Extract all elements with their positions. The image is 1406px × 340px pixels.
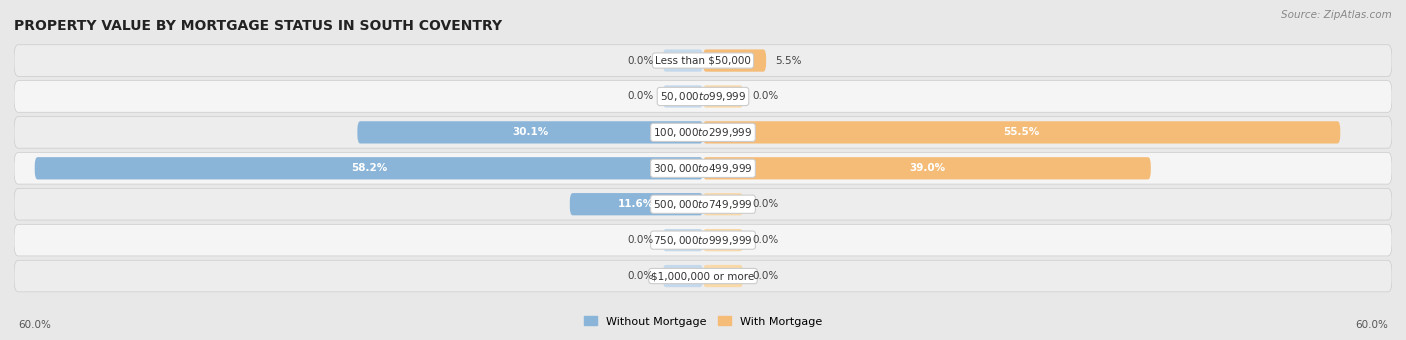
Text: 0.0%: 0.0% — [627, 55, 654, 66]
FancyBboxPatch shape — [703, 193, 744, 215]
FancyBboxPatch shape — [662, 49, 703, 72]
FancyBboxPatch shape — [662, 265, 703, 287]
Text: Less than $50,000: Less than $50,000 — [655, 55, 751, 66]
Text: $50,000 to $99,999: $50,000 to $99,999 — [659, 90, 747, 103]
FancyBboxPatch shape — [703, 229, 744, 251]
Text: 39.0%: 39.0% — [908, 163, 945, 173]
Text: PROPERTY VALUE BY MORTGAGE STATUS IN SOUTH COVENTRY: PROPERTY VALUE BY MORTGAGE STATUS IN SOU… — [14, 19, 502, 33]
Text: $750,000 to $999,999: $750,000 to $999,999 — [654, 234, 752, 246]
Text: 0.0%: 0.0% — [627, 235, 654, 245]
FancyBboxPatch shape — [662, 85, 703, 107]
FancyBboxPatch shape — [703, 85, 744, 107]
Text: 0.0%: 0.0% — [627, 91, 654, 101]
FancyBboxPatch shape — [14, 260, 1392, 292]
FancyBboxPatch shape — [14, 117, 1392, 148]
Text: 0.0%: 0.0% — [752, 271, 779, 281]
Text: 0.0%: 0.0% — [752, 199, 779, 209]
Text: 0.0%: 0.0% — [752, 235, 779, 245]
FancyBboxPatch shape — [14, 188, 1392, 220]
Text: 60.0%: 60.0% — [18, 320, 51, 330]
Text: 0.0%: 0.0% — [752, 91, 779, 101]
Text: 55.5%: 55.5% — [1004, 128, 1040, 137]
Text: 5.5%: 5.5% — [775, 55, 801, 66]
Legend: Without Mortgage, With Mortgage: Without Mortgage, With Mortgage — [579, 312, 827, 331]
Text: 58.2%: 58.2% — [350, 163, 387, 173]
Text: Source: ZipAtlas.com: Source: ZipAtlas.com — [1281, 10, 1392, 20]
Text: 60.0%: 60.0% — [1355, 320, 1388, 330]
Text: $500,000 to $749,999: $500,000 to $749,999 — [654, 198, 752, 211]
Text: 11.6%: 11.6% — [619, 199, 655, 209]
Text: $100,000 to $299,999: $100,000 to $299,999 — [654, 126, 752, 139]
FancyBboxPatch shape — [703, 265, 744, 287]
FancyBboxPatch shape — [703, 49, 766, 72]
FancyBboxPatch shape — [14, 45, 1392, 76]
Text: 30.1%: 30.1% — [512, 128, 548, 137]
FancyBboxPatch shape — [703, 121, 1340, 143]
FancyBboxPatch shape — [14, 224, 1392, 256]
FancyBboxPatch shape — [14, 153, 1392, 184]
Text: $1,000,000 or more: $1,000,000 or more — [651, 271, 755, 281]
FancyBboxPatch shape — [357, 121, 703, 143]
FancyBboxPatch shape — [703, 157, 1152, 180]
FancyBboxPatch shape — [35, 157, 703, 180]
FancyBboxPatch shape — [662, 229, 703, 251]
Text: 0.0%: 0.0% — [627, 271, 654, 281]
FancyBboxPatch shape — [14, 81, 1392, 112]
Text: $300,000 to $499,999: $300,000 to $499,999 — [654, 162, 752, 175]
FancyBboxPatch shape — [569, 193, 703, 215]
